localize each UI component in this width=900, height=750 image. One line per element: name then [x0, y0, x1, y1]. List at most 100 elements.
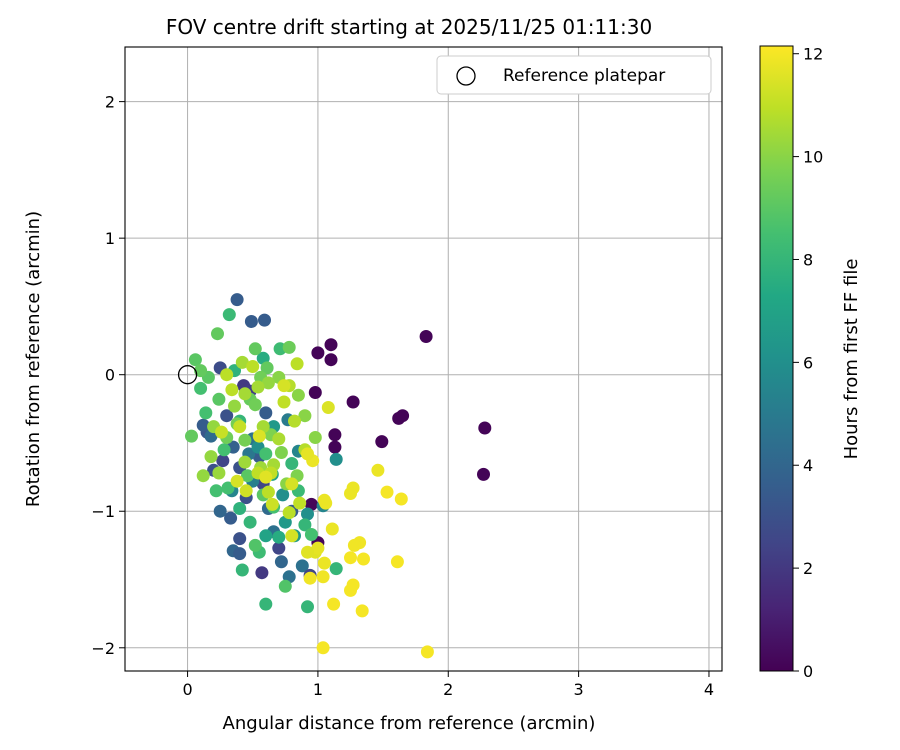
y-axis-label: Rotation from reference (arcmin)	[23, 211, 44, 507]
data-point	[215, 425, 228, 439]
data-point	[357, 552, 370, 566]
data-point	[301, 447, 314, 461]
data-point	[285, 529, 299, 543]
data-point	[251, 380, 265, 394]
data-point	[222, 308, 236, 322]
data-point	[259, 529, 273, 543]
x-tick-label: 2	[443, 680, 453, 699]
x-tick-label: 3	[574, 680, 584, 699]
data-point	[324, 338, 338, 352]
data-point	[308, 431, 322, 444]
x-axis-ticks: 0 1 2 3 4	[182, 671, 714, 699]
data-point	[420, 645, 434, 659]
data-point	[394, 492, 408, 506]
data-point	[233, 547, 247, 561]
data-point	[319, 496, 333, 510]
y-tick-label: 1	[105, 229, 115, 248]
data-point	[276, 488, 290, 502]
data-point	[346, 395, 360, 409]
legend-box	[436, 55, 712, 95]
data-point	[272, 530, 286, 544]
data-point	[371, 463, 385, 477]
data-point	[277, 379, 291, 393]
data-point	[328, 428, 342, 442]
chart-title: FOV centre drift starting at 2025/11/25 …	[166, 15, 652, 39]
colorbar-ticks: 0 2 4 6 8 10 12	[793, 45, 823, 681]
data-point	[260, 361, 274, 375]
data-point	[196, 469, 210, 483]
data-point	[261, 485, 275, 499]
x-tick-label: 4	[704, 680, 714, 699]
legend-label: Reference platepar	[503, 66, 665, 86]
data-point	[347, 538, 361, 552]
data-point	[293, 496, 307, 510]
data-point	[288, 414, 301, 428]
y-tick-label: −2	[91, 639, 115, 658]
data-point	[329, 452, 343, 466]
data-point	[282, 506, 296, 520]
data-point	[238, 387, 252, 401]
data-point	[230, 474, 244, 488]
data-point	[224, 511, 238, 525]
data-point	[328, 440, 342, 454]
legend: Reference platepar	[436, 55, 712, 95]
data-point	[233, 502, 247, 515]
data-point	[375, 435, 389, 449]
data-point	[325, 522, 339, 536]
colorbar-tick-label: 8	[803, 250, 813, 269]
data-point	[265, 497, 279, 511]
colorbar-label: Hours from first FF file	[841, 259, 862, 460]
data-point	[246, 360, 260, 373]
data-point	[329, 562, 343, 576]
data-point	[295, 559, 309, 573]
colorbar-tick-label: 12	[803, 45, 823, 64]
reference-marker	[177, 365, 198, 385]
data-point	[228, 399, 241, 413]
data-point	[196, 418, 210, 432]
data-point	[235, 355, 249, 369]
data-points	[185, 293, 492, 659]
data-point	[274, 446, 288, 459]
data-point	[259, 447, 273, 461]
colorbar-gradient	[759, 45, 794, 672]
data-point	[311, 346, 325, 360]
data-point	[199, 406, 213, 420]
data-point	[220, 368, 234, 382]
data-point	[285, 477, 299, 491]
data-point	[277, 395, 291, 409]
colorbar-tick-label: 2	[803, 559, 813, 578]
data-point	[278, 579, 292, 593]
data-point	[390, 555, 404, 569]
data-point	[274, 555, 288, 569]
data-point	[252, 429, 266, 443]
data-point	[212, 392, 226, 406]
data-point	[211, 327, 224, 341]
data-point	[304, 528, 318, 541]
data-point	[291, 388, 305, 402]
y-axis-ticks: −2 −1 0 1 2	[91, 93, 125, 658]
x-axis-label: Angular distance from reference (arcmin)	[223, 713, 596, 734]
data-point	[248, 538, 262, 552]
x-tick-label: 0	[182, 680, 192, 699]
data-point	[419, 330, 433, 343]
data-point	[233, 420, 247, 434]
x-tick-label: 1	[313, 680, 323, 699]
data-point	[194, 381, 208, 395]
y-tick-label: 2	[105, 93, 115, 112]
data-point	[261, 376, 275, 390]
data-point	[308, 386, 322, 399]
data-point	[233, 532, 247, 546]
data-point	[477, 467, 490, 481]
data-point	[241, 469, 254, 483]
data-point	[301, 545, 314, 559]
data-point	[255, 566, 269, 580]
legend-marker	[456, 66, 476, 86]
data-point	[194, 364, 208, 378]
data-point	[209, 484, 223, 498]
data-point	[188, 353, 202, 367]
data-point	[185, 429, 198, 443]
data-point	[248, 398, 262, 412]
data-point	[290, 357, 304, 371]
data-point	[272, 432, 286, 446]
